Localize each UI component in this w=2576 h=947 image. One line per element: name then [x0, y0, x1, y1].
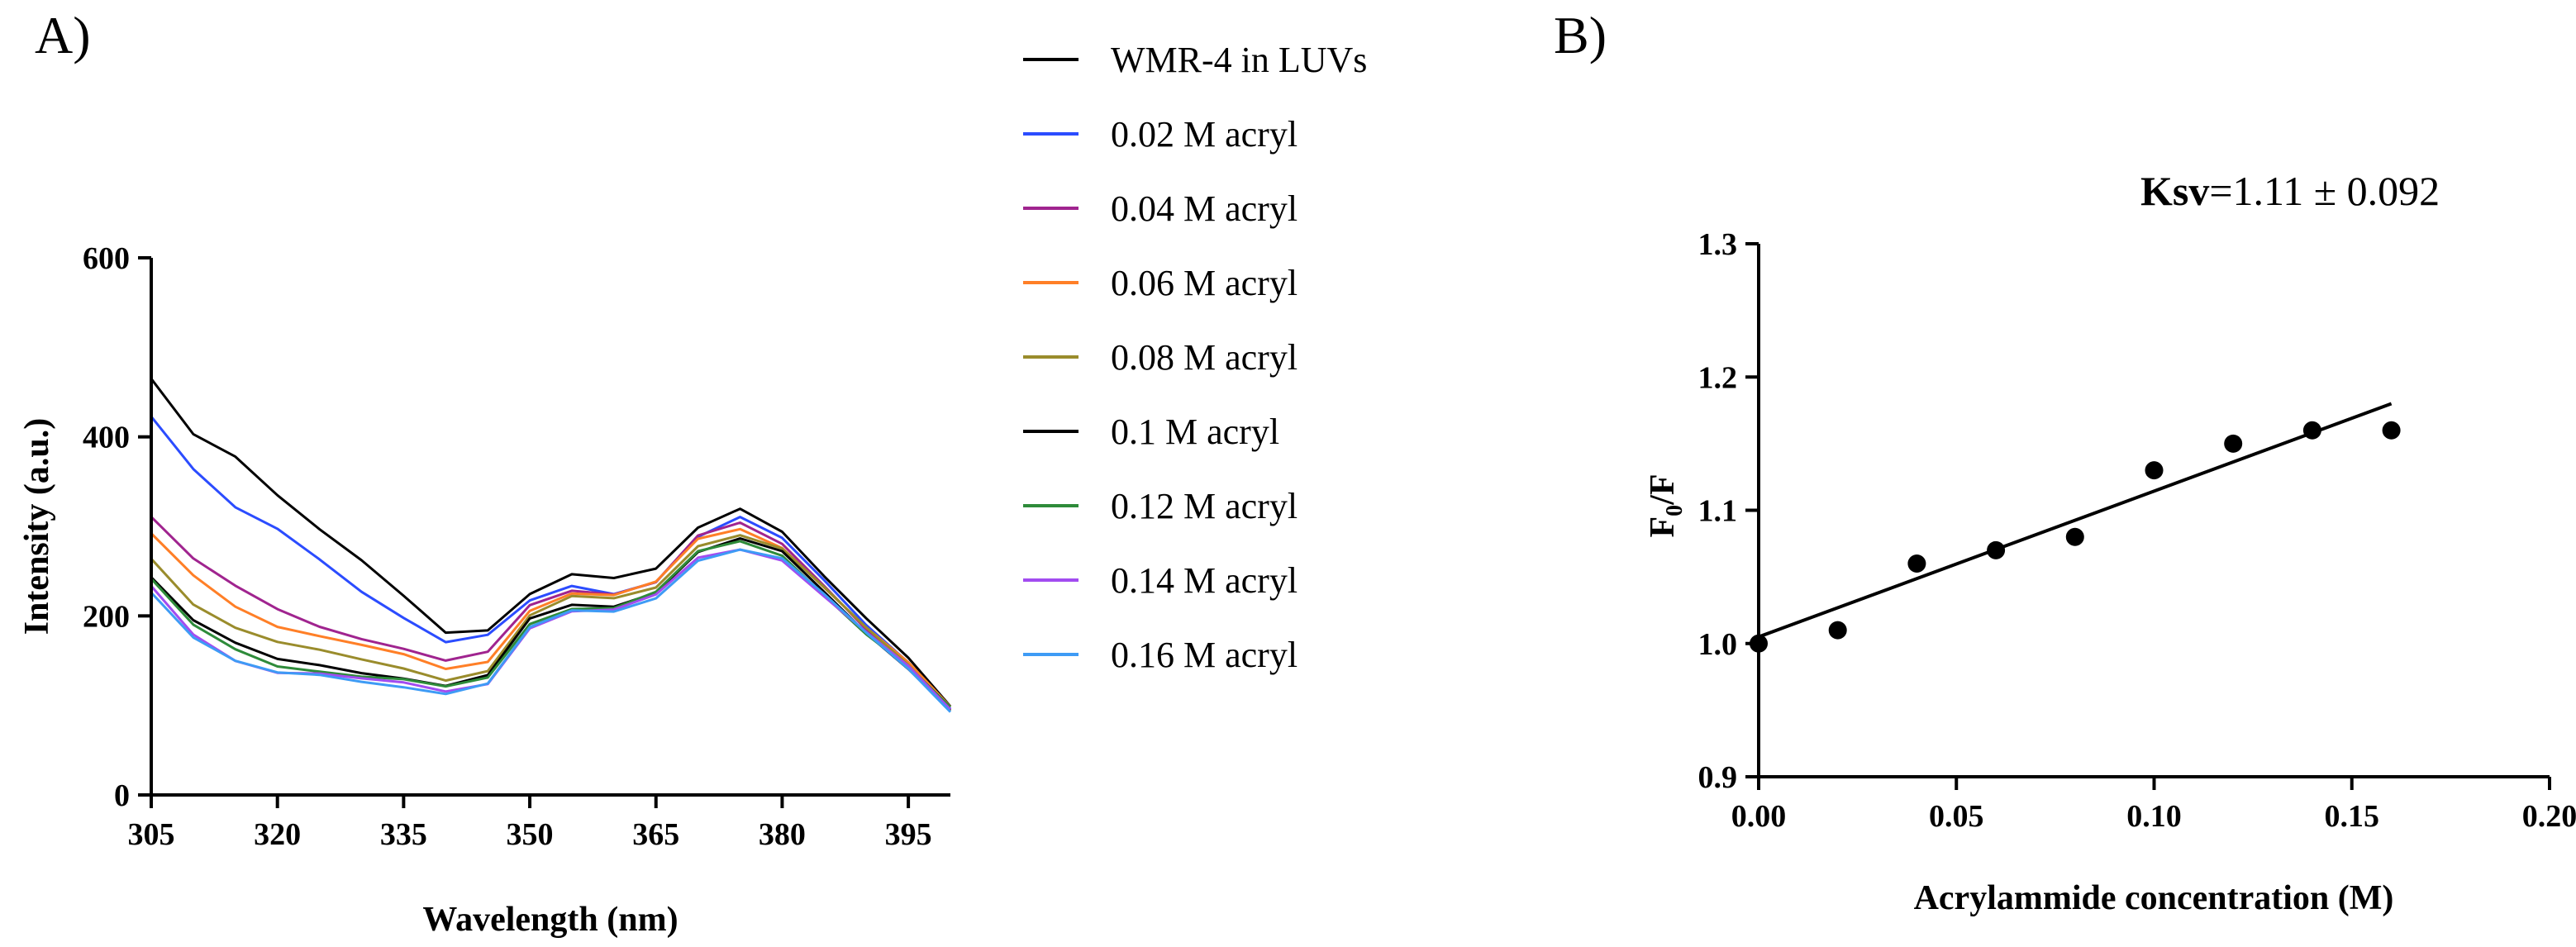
data-point: [2302, 421, 2321, 440]
legend-item: 0.12 M acryl: [1023, 486, 1298, 526]
panel-b-y-axis-title-main: F: [1644, 516, 1682, 538]
legend-label: 0.12 M acryl: [1111, 486, 1298, 526]
panel-b-label: B): [1554, 6, 1607, 64]
x-tick-label: 320: [254, 817, 301, 852]
data-point: [1987, 540, 2006, 559]
panel-a-spectra-chart: A) 0 200 400 600 305 320 335 350 365 380 395 Inte…: [18, 6, 1367, 939]
panel-a-label: A): [35, 6, 91, 64]
series-line-8: [150, 548, 952, 711]
data-point: [1907, 554, 1926, 573]
series-line-9: [150, 548, 952, 713]
legend-label: 0.08 M acryl: [1111, 337, 1298, 378]
legend-item: WMR-4 in LUVs: [1023, 40, 1367, 80]
series-line-6: [150, 537, 952, 711]
x-tick-label: 0.05: [1929, 799, 1984, 834]
panel-b-points-group: [1750, 421, 2401, 653]
legend-item: 0.06 M acryl: [1023, 263, 1298, 303]
y-tick-label: 0.9: [1698, 760, 1738, 795]
series-line-3: [150, 516, 952, 708]
x-tick-label: 0.15: [2325, 799, 2380, 834]
y-tick-label: 1.1: [1698, 494, 1738, 529]
legend-item: 0.04 M acryl: [1023, 188, 1298, 229]
legend-item: 0.02 M acryl: [1023, 114, 1298, 155]
x-tick-label: 350: [507, 817, 554, 852]
legend-label: 0.1 M acryl: [1111, 412, 1279, 452]
y-tick-label: 0: [114, 778, 130, 813]
panel-a-series-group: [150, 378, 952, 713]
panel-b-x-ticks: 0.00 0.05 0.10 0.15 0.20: [1731, 777, 2576, 834]
legend-label: 0.04 M acryl: [1111, 188, 1298, 229]
legend-label: 0.06 M acryl: [1111, 263, 1298, 303]
legend-label: 0.16 M acryl: [1111, 635, 1298, 675]
x-tick-label: 365: [632, 817, 679, 852]
panel-a-x-axis-title: Wavelength (nm): [422, 901, 678, 939]
x-tick-label: 305: [128, 817, 175, 852]
legend-item: 0.14 M acryl: [1023, 560, 1298, 601]
y-tick-label: 1.2: [1698, 360, 1738, 395]
legend-label: 0.02 M acryl: [1111, 114, 1298, 155]
x-tick-label: 0.00: [1731, 799, 1787, 834]
x-tick-label: 380: [759, 817, 806, 852]
panel-a-y-ticks: 0 200 400 600: [83, 241, 151, 813]
panel-b-y-axis-title: F0/F: [1644, 474, 1688, 538]
panel-b-y-ticks: 0.9 1.0 1.1 1.2 1.3: [1698, 227, 1759, 795]
panel-b-stern-volmer-chart: B) Ksv=1.11 ± 0.092 0.9 1.0 1.1 1.2 1.3 0.00…: [1554, 6, 2576, 917]
x-tick-label: 0.10: [2126, 799, 2182, 834]
panel-a-y-axis-title: Intensity (a.u.): [18, 418, 56, 635]
y-tick-label: 400: [83, 421, 130, 455]
legend-label: WMR-4 in LUVs: [1111, 40, 1367, 80]
x-tick-label: 335: [380, 817, 427, 852]
panel-b-fit-line-group: [1758, 402, 2393, 639]
panel-a-x-ticks: 305 320 335 350 365 380 395: [128, 795, 932, 852]
y-tick-label: 1.0: [1698, 627, 1738, 662]
data-point: [2145, 461, 2164, 480]
data-point: [2382, 421, 2401, 440]
data-point: [2224, 434, 2243, 453]
x-tick-label: 0.20: [2522, 799, 2576, 834]
ksv-annotation: Ksv=1.11 ± 0.092: [2140, 168, 2440, 214]
series-line-1: [150, 378, 952, 707]
panel-b-x-axis-title: Acrylammide concentration (M): [1914, 879, 2394, 917]
ksv-annotation-label: Ksv: [2140, 168, 2209, 214]
panel-b-y-axis-title-subscript: 0: [1662, 505, 1688, 516]
data-point: [2065, 527, 2084, 546]
legend-item: 0.1 M acryl: [1023, 412, 1279, 452]
y-tick-label: 1.3: [1698, 227, 1738, 262]
x-tick-label: 395: [885, 817, 932, 852]
y-tick-label: 600: [83, 241, 130, 276]
legend-item: 0.16 M acryl: [1023, 635, 1298, 675]
fit-line: [1758, 402, 2393, 639]
legend-item: 0.08 M acryl: [1023, 337, 1298, 378]
panel-b-y-axis-title-tail: /F: [1644, 474, 1682, 506]
ksv-annotation-value: =1.11 ± 0.092: [2209, 168, 2440, 214]
legend-label: 0.14 M acryl: [1111, 560, 1298, 601]
data-point: [1828, 621, 1847, 640]
y-tick-label: 200: [83, 599, 130, 634]
panel-a-legend: WMR-4 in LUVs 0.02 M acryl 0.04 M acryl 0.0…: [1023, 40, 1367, 675]
series-line-5: [150, 534, 952, 712]
series-line-2: [150, 416, 952, 710]
